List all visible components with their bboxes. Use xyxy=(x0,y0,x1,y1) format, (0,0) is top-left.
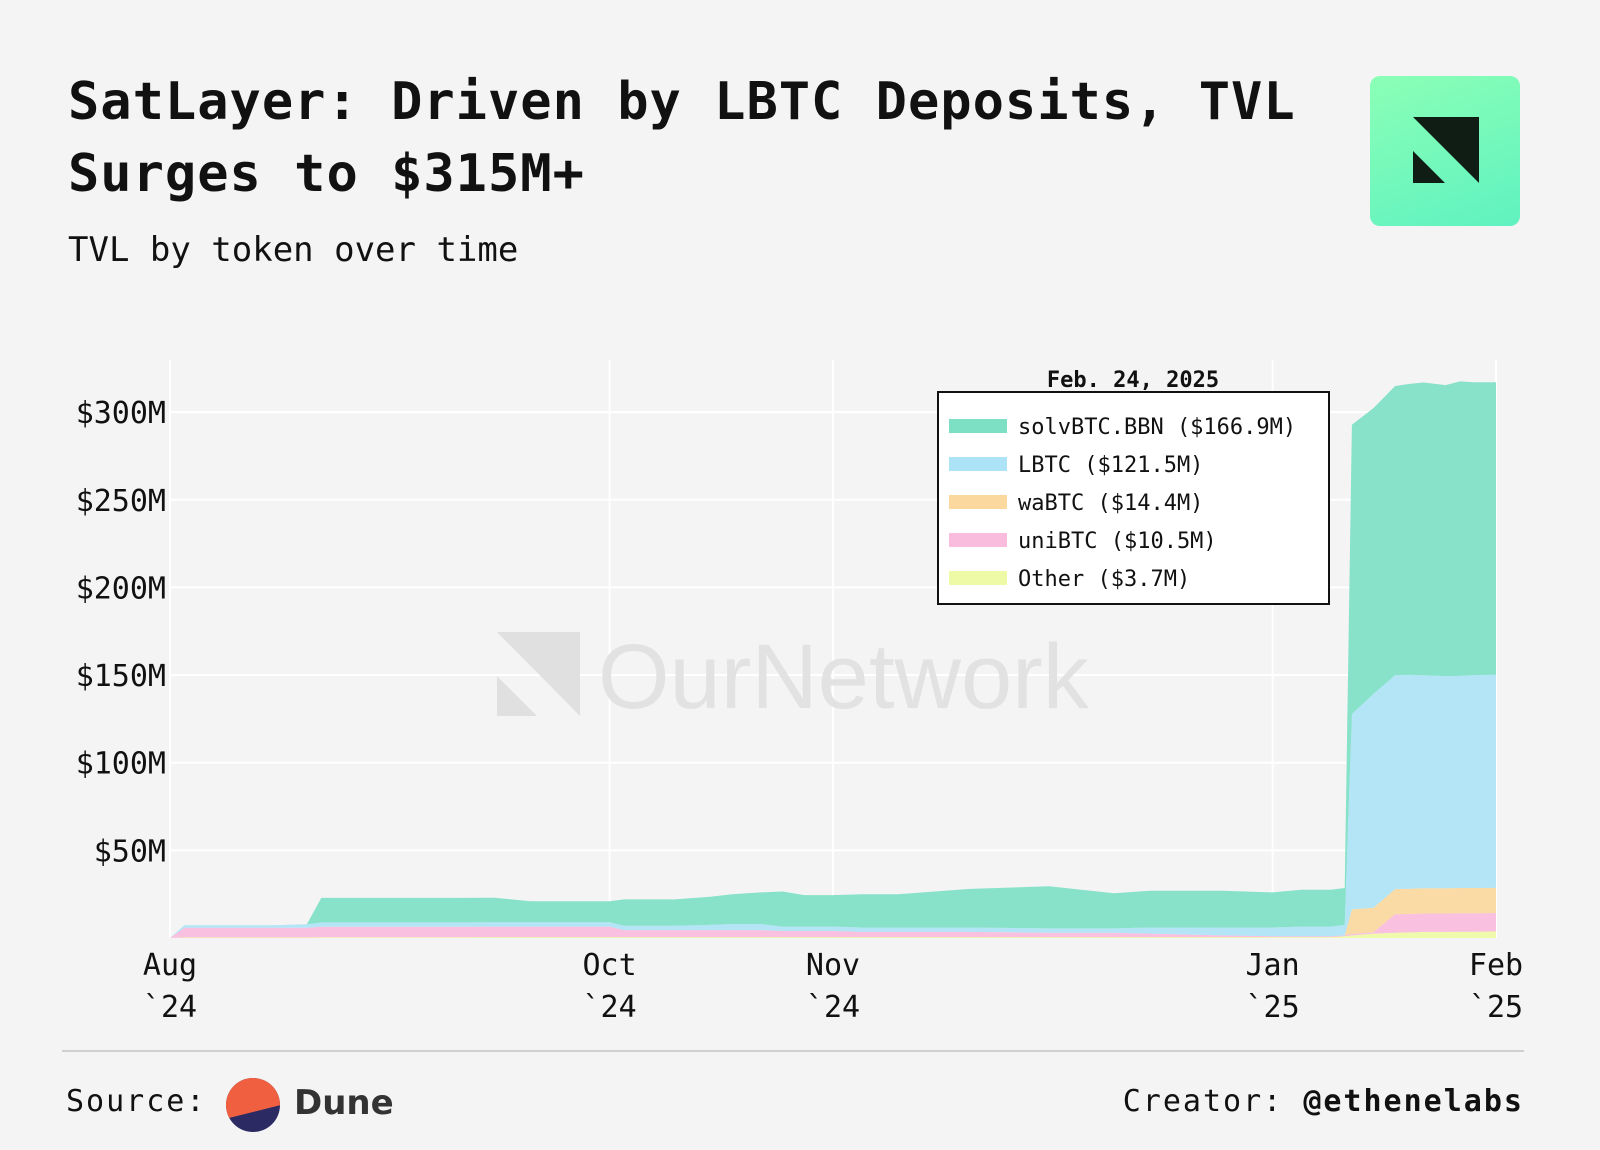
legend-swatch xyxy=(949,419,1007,433)
x-tick-label-year: `25 xyxy=(1246,990,1300,1025)
creator-credit: Creator: @ethenelabs xyxy=(1123,1082,1524,1122)
source-label: Source: xyxy=(66,1084,207,1119)
x-tick-label-year: `24 xyxy=(143,990,197,1025)
legend-swatch xyxy=(949,571,1007,585)
x-axis: Aug `24 Oct `24 Nov `24 Jan `25 Feb `25 xyxy=(143,948,1523,1025)
legend-entry-label: waBTC ($14.4M) xyxy=(1018,491,1203,516)
chart-title: SatLayer: Driven by LBTC Deposits, TVL S… xyxy=(68,66,1308,210)
legend-swatch xyxy=(949,457,1007,471)
legend-entry-label: Other ($3.7M) xyxy=(1018,567,1190,592)
creator-handle: @ethenelabs xyxy=(1303,1084,1524,1119)
dune-brand-name: Dune xyxy=(294,1083,394,1123)
x-tick-label-year: `25 xyxy=(1469,990,1523,1025)
area-series-unibtc xyxy=(170,913,1496,938)
legend-entry-label: solvBTC.BBN ($166.9M) xyxy=(1018,415,1296,440)
x-tick-label-month: Jan xyxy=(1246,948,1300,983)
chart-areas xyxy=(170,381,1496,938)
dune-logo-icon xyxy=(226,1078,280,1132)
watermark-text: OurNetwork xyxy=(598,626,1090,728)
ournetwork-logo xyxy=(1370,76,1520,226)
area-series-solvbtc-bbn xyxy=(170,381,1496,938)
x-tick-label-month: Aug xyxy=(143,948,197,983)
x-tick-label-year: `24 xyxy=(806,990,860,1025)
chart-legend: Feb. 24, 2025 solvBTC.BBN ($166.9M) LBTC (… xyxy=(937,368,1330,605)
x-tick-label-year: `24 xyxy=(583,990,637,1025)
y-tick-label: $100M xyxy=(76,747,166,782)
chart-title-bold: SatLayer: xyxy=(68,72,359,132)
y-tick-label: $200M xyxy=(76,571,166,606)
x-tick-label-month: Oct xyxy=(583,948,637,983)
legend-swatch xyxy=(949,495,1007,509)
ournetwork-logo-icon xyxy=(1413,117,1479,183)
tvl-area-chart: OurNetwork $300M $250M $200M $150M $100M $50M… xyxy=(76,360,1523,1025)
area-series-other xyxy=(170,931,1496,938)
chart-title-rest: Driven by LBTC Deposits, TVL Surges to $… xyxy=(68,72,1296,204)
legend-entry-label: LBTC ($121.5M) xyxy=(1018,453,1203,478)
y-tick-label: $250M xyxy=(76,484,166,519)
ournetwork-watermark: OurNetwork xyxy=(497,626,1090,728)
x-tick-label-month: Nov xyxy=(806,948,860,983)
y-tick-label: $150M xyxy=(76,659,166,694)
y-tick-label: $50M xyxy=(94,834,166,869)
chart-subtitle: TVL by token over time xyxy=(68,230,519,270)
chart-grid xyxy=(169,360,1497,938)
creator-label: Creator: xyxy=(1122,1084,1284,1119)
y-axis: $300M $250M $200M $150M $100M $50M xyxy=(76,396,166,869)
footer-divider xyxy=(62,1050,1524,1052)
y-tick-label: $300M xyxy=(76,396,166,431)
area-series-wabtc xyxy=(170,887,1496,938)
legend-title: Feb. 24, 2025 xyxy=(1047,368,1219,393)
x-tick-label-month: Feb xyxy=(1469,948,1523,983)
legend-swatch xyxy=(949,533,1007,547)
legend-entry-label: uniBTC ($10.5M) xyxy=(1018,529,1217,554)
